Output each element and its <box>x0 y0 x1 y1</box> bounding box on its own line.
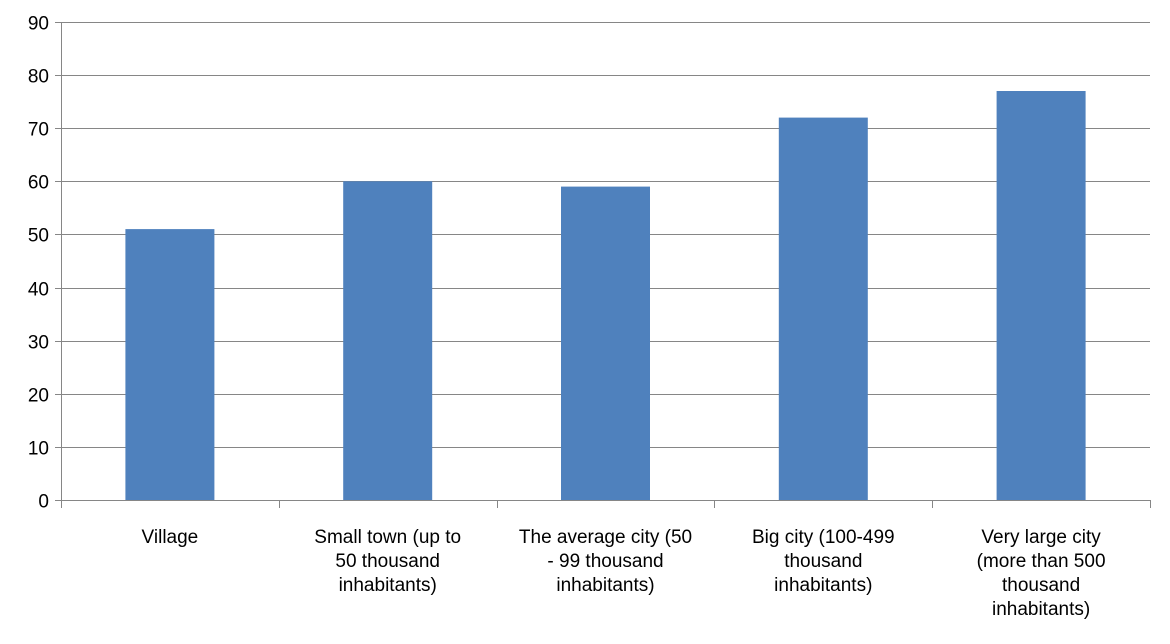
x-tick-label-line: Very large city <box>981 527 1101 548</box>
x-tick-label-line: Small town (up to <box>314 527 461 548</box>
x-tick-label: Village <box>142 527 199 548</box>
x-tick-label: Big city (100-499 thousand inhabitants) <box>752 527 895 596</box>
x-tick-label-line: inhabitants) <box>992 599 1090 620</box>
x-tick-label: Small town (up to 50 thousand inhabitants) <box>314 527 461 596</box>
x-tick-label-line: inhabitants) <box>556 575 654 596</box>
y-tick-label: 10 <box>28 439 49 460</box>
y-tick-label: 30 <box>28 333 49 354</box>
x-tick-labels: Village Small town (up to 50 thousand inhab… <box>142 527 1106 620</box>
y-tick-labels: 0 10 20 30 40 50 60 70 80 90 <box>28 14 49 513</box>
x-tick-label: The average city (50 - 99 thousand inhabit… <box>519 527 692 596</box>
x-tick-label-line: 50 thousand <box>335 551 440 572</box>
y-tick-label: 80 <box>28 67 49 88</box>
bar <box>125 229 215 500</box>
bar <box>561 186 650 500</box>
x-tick-label-line: Big city (100-499 <box>752 527 895 548</box>
x-tick-label-line: thousand <box>1002 575 1080 596</box>
axes <box>55 22 1151 508</box>
y-tick-label: 70 <box>28 120 49 141</box>
x-tick-label: Very large city (more than 500 thousand inh… <box>977 527 1106 620</box>
x-tick-label-line: - 99 thousand <box>547 551 663 572</box>
x-tick-label-line: inhabitants) <box>774 575 872 596</box>
bar <box>778 117 868 500</box>
bars <box>125 91 1086 501</box>
bar <box>343 181 433 501</box>
y-tick-label: 90 <box>28 14 49 35</box>
x-tick-label-line: (more than 500 <box>977 551 1106 572</box>
x-tick-label-line: inhabitants) <box>339 575 437 596</box>
x-tick-label-line: thousand <box>784 551 862 572</box>
x-tick-label-line: Village <box>142 527 199 548</box>
bar <box>996 91 1086 500</box>
y-tick-label: 20 <box>28 386 49 407</box>
x-tick-label-line: The average city (50 <box>519 527 692 548</box>
y-tick-label: 40 <box>28 280 49 301</box>
y-tick-label: 60 <box>28 173 49 194</box>
y-tick-label: 50 <box>28 226 49 247</box>
y-tick-label: 0 <box>38 492 49 513</box>
